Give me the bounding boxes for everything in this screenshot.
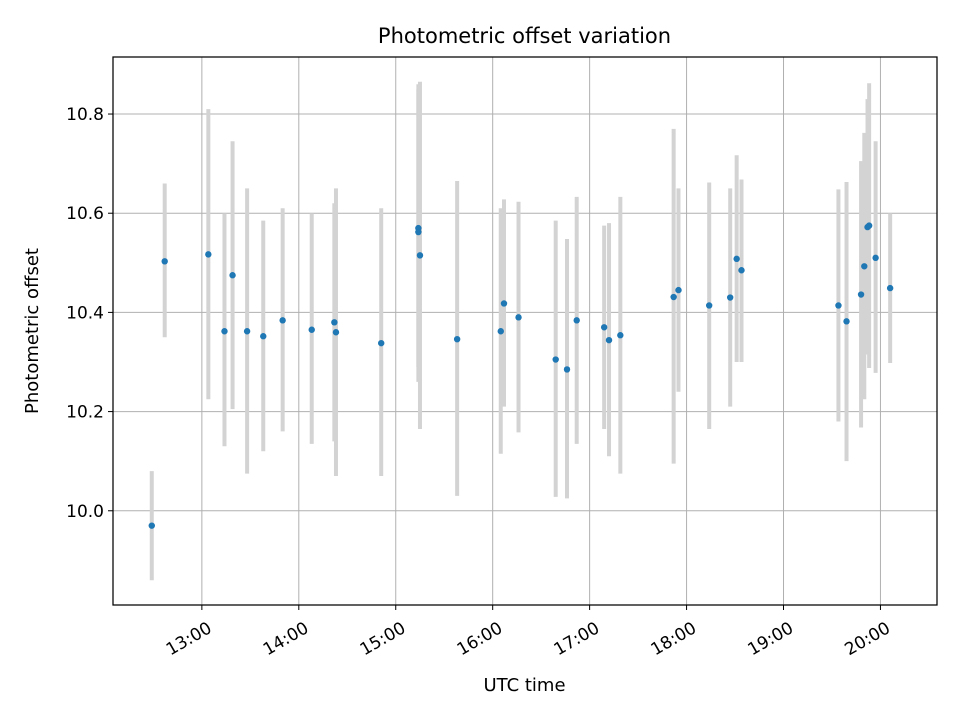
data-point [416, 252, 424, 259]
error-bars [149, 81, 893, 581]
data-point [148, 522, 155, 529]
data-point [453, 335, 461, 343]
data-point [332, 329, 340, 336]
data-point [500, 300, 508, 307]
x-tick-label: 18:00 [648, 618, 700, 660]
grid [113, 57, 937, 605]
data-point [861, 263, 868, 270]
y-axis-title: Photometric offset [22, 248, 43, 414]
data-point [886, 284, 894, 292]
data-point [675, 286, 682, 294]
x-axis-title: UTC time [483, 675, 565, 696]
data-point [563, 366, 571, 373]
x-tick-label: 17:00 [551, 618, 603, 660]
data-point [243, 328, 251, 335]
data-point [617, 332, 624, 339]
x-tick-label: 14:00 [260, 618, 312, 660]
data-point [260, 333, 267, 340]
data-point [161, 258, 168, 265]
data-point [835, 302, 842, 309]
data-point [415, 228, 422, 236]
plot-frame [112, 56, 938, 606]
data-point [308, 326, 315, 333]
y-tick-label: 10.6 [66, 204, 104, 224]
data-point [865, 222, 873, 229]
data-point [552, 356, 559, 363]
data-point [872, 254, 879, 262]
data-point [573, 317, 580, 324]
x-tick-label: 13:00 [163, 618, 215, 660]
data-point [279, 317, 286, 324]
data-point [705, 302, 713, 309]
y-tick-label: 10.8 [66, 105, 104, 125]
y-tick-label: 10.0 [66, 502, 104, 522]
x-tick-label: 19:00 [745, 618, 797, 660]
data-point [733, 255, 740, 263]
y-tick-label: 10.4 [66, 303, 104, 323]
data-point [378, 339, 385, 347]
data-point [229, 272, 236, 279]
data-point [605, 336, 613, 344]
y-tick-label: 10.2 [66, 403, 104, 423]
chart-title: Photometric offset variation [378, 24, 671, 48]
data-point [857, 291, 865, 298]
data-point [497, 328, 504, 335]
data-point [515, 314, 522, 321]
data-points [148, 222, 894, 529]
y-axis-ticks: 10.0 10.2 10.4 10.6 10.8 [66, 105, 113, 522]
x-tick-label: 20:00 [841, 618, 893, 660]
data-point [205, 251, 212, 258]
x-tick-label: 15:00 [357, 618, 409, 660]
data-point [670, 293, 677, 301]
data-point [738, 267, 745, 274]
data-point [843, 318, 850, 325]
data-point [600, 324, 608, 331]
data-point [331, 319, 338, 326]
x-axis-ticks: 13:00 14:00 15:00 16:00 17:00 18:00 19:00 20:00 [163, 605, 894, 660]
data-point [221, 328, 228, 335]
data-point [726, 294, 734, 301]
x-tick-label: 16:00 [454, 618, 506, 660]
